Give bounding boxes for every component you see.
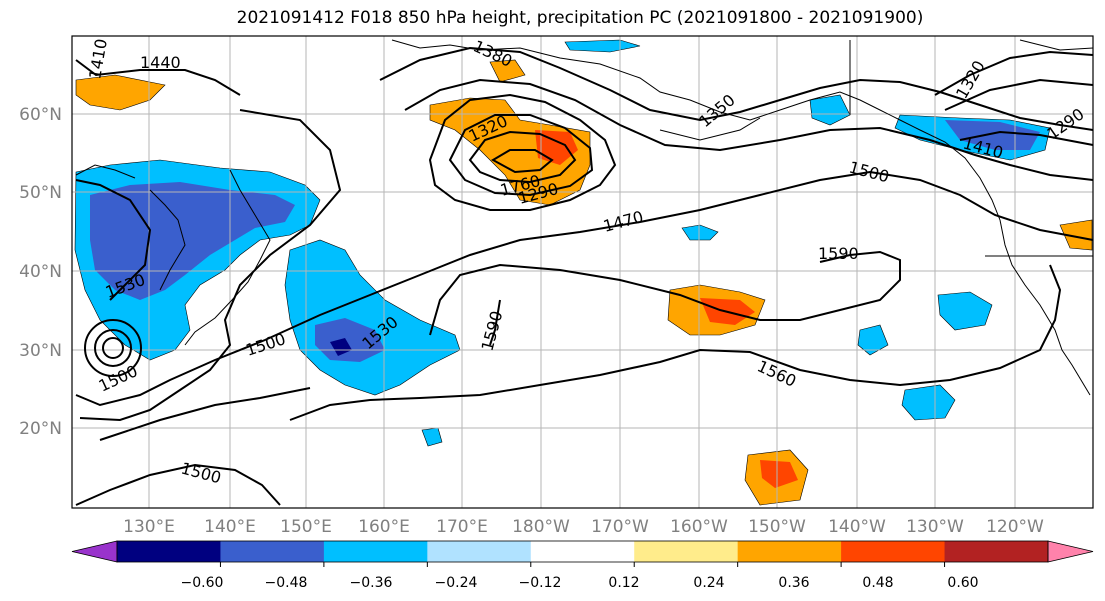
colorbar-bin [841,541,946,562]
colorbar-tick-label: −0.48 [265,575,308,591]
colorbar-tick-label: 0.48 [862,575,893,591]
height-contours [75,46,1094,506]
contour-labels: 1380 1440 1410 1320 1760 1290 1350 1320 … [85,36,1087,487]
lon-label: 160°E [358,517,410,537]
arctic-region [564,39,641,53]
lat-label: 60°N [19,105,62,125]
subtropical-region [901,384,956,421]
colorbar-extend-low [71,540,118,563]
lat-label: 50°N [19,183,62,203]
colorbar-bin [427,541,532,562]
chart-title: 2021091412 F018 850 hPa height, precipit… [236,8,924,28]
colorbar-bin [323,541,428,562]
small-region-1 [421,427,443,447]
latitude-labels: 60°N 50°N 40°N 30°N 20°N [19,105,62,439]
colorbar-extend-high [1047,540,1094,563]
colorbar-bin [944,541,1049,562]
bering-region-small [489,59,526,83]
lon-label: 160°W [670,517,728,537]
colorbar-bin [737,541,842,562]
lon-label: 150°W [748,517,806,537]
lon-label: 170°E [436,517,488,537]
pacific-region-core [330,338,352,356]
hawaii-core [760,460,798,488]
contour-label: 1590 [818,244,859,263]
longitude-labels: 130°E 140°E 150°E 160°E 170°E 180°W 170°… [123,517,1044,537]
colorbar-tick-label: 0.60 [947,575,978,591]
lon-label: 140°E [204,517,256,537]
lon-label: 140°W [828,517,886,537]
colorbar-tick-label: 0.12 [608,575,639,591]
colorbar-tick-label: −0.36 [350,575,393,591]
aleutian-region [809,94,851,126]
lon-label: 170°W [591,517,649,537]
kamchatka-region [75,74,166,111]
lat-label: 40°N [19,262,62,282]
colorbar [71,540,1094,567]
gulf-alaska-region-mid [945,120,1040,150]
colorbar-tick-label: −0.60 [181,575,224,591]
lon-label: 150°E [280,517,332,537]
small-region-2 [681,224,719,241]
pacific-region-mid [315,318,385,362]
lat-label: 30°N [19,341,62,361]
lon-label: 130°W [906,517,964,537]
colorbar-tick-label: 0.24 [693,575,724,591]
colorbar-tick-label: −0.24 [435,575,478,591]
graticule [72,36,1093,508]
coastlines [75,39,1094,396]
contour-label: 1440 [140,53,181,72]
colorbar-bin [117,541,221,562]
colorbar-bin [530,541,635,562]
map-frame [71,35,1094,509]
colorbar-frame [116,540,1049,563]
lon-label: 120°W [986,517,1044,537]
east-edge-region [1059,219,1093,251]
colorbar-bin [220,541,325,562]
lon-label: 130°E [123,517,175,537]
lon-label: 180°W [512,517,570,537]
west-coast-region [937,291,993,331]
colorbar-ticks: −0.60 −0.48 −0.36 −0.24 −0.12 0.12 0.24 … [181,575,979,591]
colorbar-tick-label: −0.12 [519,575,562,591]
lat-label: 20°N [19,419,62,439]
map-background [72,36,1093,508]
colorbar-tick-label: 0.36 [778,575,809,591]
colorbar-bin [634,541,739,562]
